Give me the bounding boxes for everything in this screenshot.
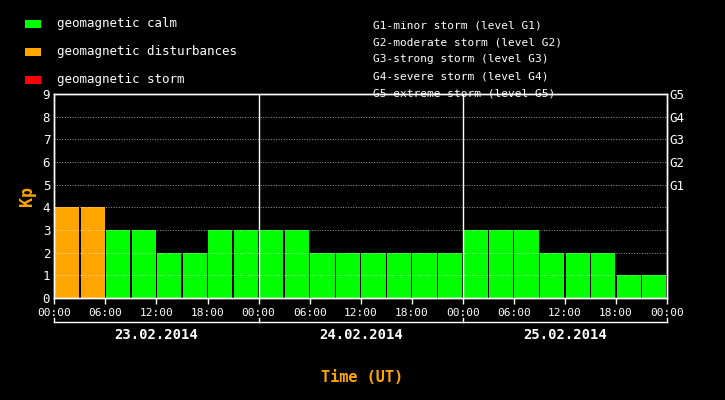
Text: G1-minor storm (level G1): G1-minor storm (level G1) <box>373 20 542 30</box>
Bar <box>438 253 462 298</box>
Bar <box>361 253 386 298</box>
Text: 24.02.2014: 24.02.2014 <box>319 328 402 342</box>
Text: G3-strong storm (level G3): G3-strong storm (level G3) <box>373 54 549 64</box>
Text: 25.02.2014: 25.02.2014 <box>523 328 607 342</box>
Bar <box>233 230 258 298</box>
Bar <box>642 275 666 298</box>
Bar <box>489 230 513 298</box>
Bar <box>668 253 692 298</box>
Bar <box>336 253 360 298</box>
Bar <box>413 253 436 298</box>
Bar <box>566 253 589 298</box>
Bar <box>80 207 105 298</box>
Text: Time (UT): Time (UT) <box>321 370 404 386</box>
Bar <box>616 275 641 298</box>
Text: G4-severe storm (level G4): G4-severe storm (level G4) <box>373 72 549 82</box>
Bar <box>260 230 283 298</box>
Bar <box>387 253 411 298</box>
Bar <box>310 253 334 298</box>
Text: 23.02.2014: 23.02.2014 <box>115 328 199 342</box>
Bar <box>132 230 156 298</box>
Text: geomagnetic disturbances: geomagnetic disturbances <box>57 46 236 58</box>
Bar <box>285 230 309 298</box>
Text: geomagnetic calm: geomagnetic calm <box>57 18 177 30</box>
Bar <box>591 253 616 298</box>
Text: G2-moderate storm (level G2): G2-moderate storm (level G2) <box>373 37 563 47</box>
Text: G5-extreme storm (level G5): G5-extreme storm (level G5) <box>373 89 555 99</box>
Bar <box>157 253 181 298</box>
Y-axis label: Kp: Kp <box>18 186 36 206</box>
Bar <box>463 230 488 298</box>
Bar <box>208 230 233 298</box>
Bar <box>106 230 130 298</box>
Bar <box>55 207 79 298</box>
Bar <box>183 253 207 298</box>
Bar <box>515 230 539 298</box>
Text: geomagnetic storm: geomagnetic storm <box>57 74 184 86</box>
Bar <box>540 253 564 298</box>
